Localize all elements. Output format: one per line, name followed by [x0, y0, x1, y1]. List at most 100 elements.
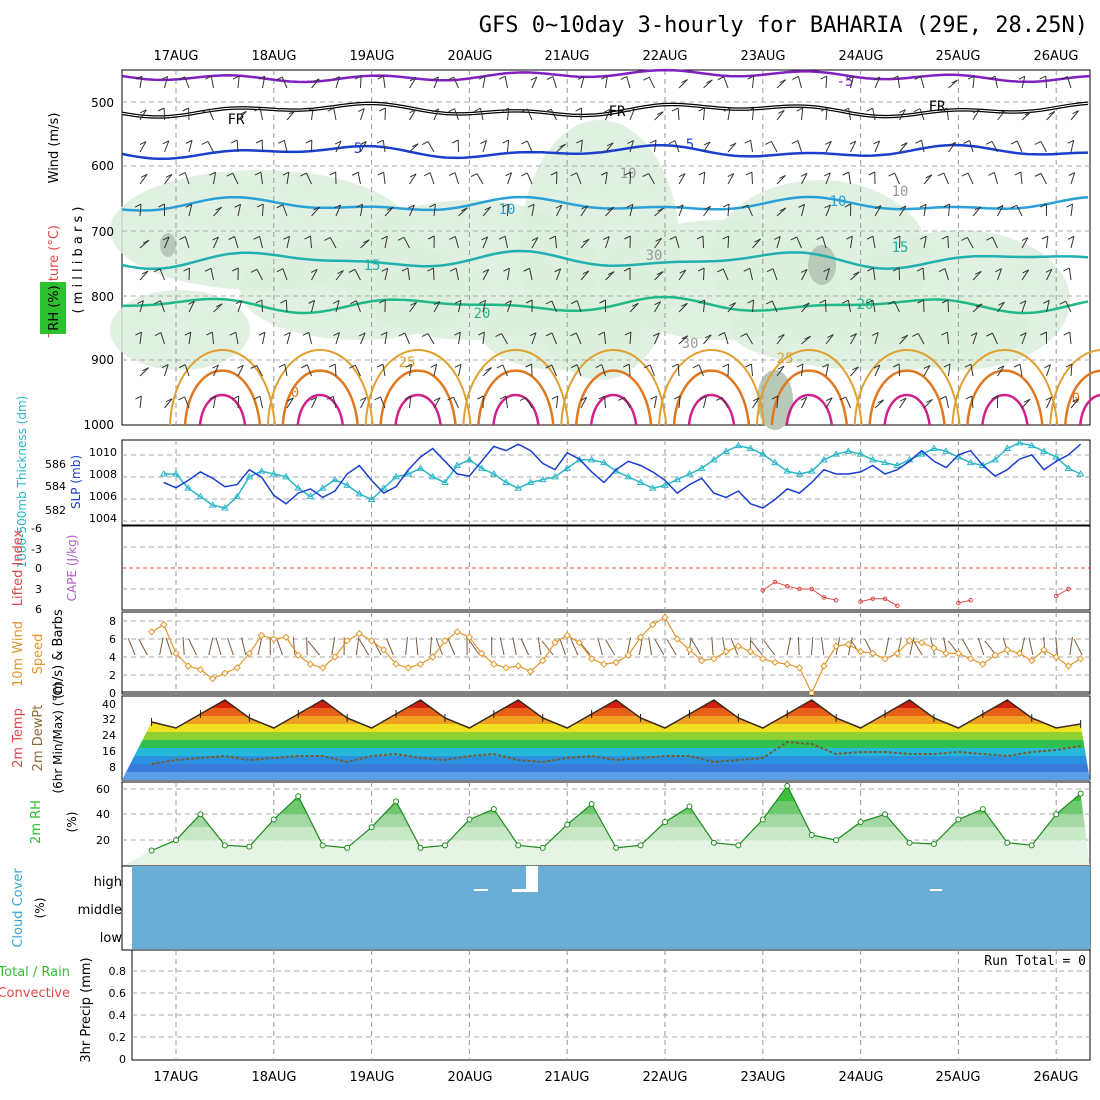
wind-barb-flag [595, 364, 602, 369]
wind-barb-flag [499, 395, 507, 400]
wind-barb-flag [1013, 363, 1021, 368]
wind-barb [899, 334, 909, 345]
wind-speed-point [991, 651, 999, 659]
wind-barb [380, 396, 386, 409]
wind-barb-flag [917, 299, 924, 304]
wind-barb [504, 236, 508, 249]
wind-speed-point [551, 638, 559, 647]
temperature-band [122, 708, 1090, 716]
wind-barb-flag [803, 302, 810, 307]
thickness-point [930, 444, 938, 451]
precip-panel: Run Total = 0 0.8 0.6 0.4 0.2 0 Total / … [0, 949, 1091, 1066]
wind-barb [262, 203, 264, 217]
wind-barb [628, 363, 631, 377]
wind-barb-flag [852, 366, 859, 371]
surface-wind-barb [1073, 638, 1083, 656]
wind-barb [311, 300, 315, 313]
wind-barb-flag [250, 268, 258, 273]
wind-barb [776, 334, 785, 345]
wind-barb-flag [941, 235, 948, 240]
wind-barb [404, 332, 410, 345]
wind-barb-flag [623, 267, 631, 272]
contour-label: 0 [291, 385, 299, 401]
wind-barb-flag [433, 397, 441, 402]
wind-barb [433, 364, 438, 377]
wind-speed-point [184, 662, 192, 670]
wind-barb [722, 268, 729, 281]
wind-barb-flag [302, 331, 310, 336]
wind-barb-flag [1061, 76, 1068, 81]
cloud-gap [474, 889, 488, 891]
wind-barb [1065, 300, 1072, 313]
wind-barb-flag [448, 172, 456, 176]
wind-barb-flag [642, 173, 649, 177]
surface-wind-barb [912, 639, 923, 656]
wind-barb [139, 76, 143, 89]
thickness-axis-label: 1000-500mb Thickness (dm) [15, 396, 29, 569]
wind-barb-flag [570, 172, 577, 177]
wind-barb [453, 76, 459, 89]
wind-speed-point [881, 655, 889, 663]
contour-25-loop [462, 349, 570, 426]
surface-wind-barb [884, 637, 890, 656]
wind-barb-flag [673, 395, 681, 400]
wind-barb-flag [717, 268, 724, 273]
contour-label: FR [609, 104, 626, 120]
wind-barb [874, 140, 881, 153]
wind-barb-flag [824, 204, 831, 209]
surface-wind-barb [537, 637, 542, 656]
wind-label-b: Speed [31, 634, 46, 675]
wind-barb-flag [668, 140, 676, 145]
wind-barb-flag [913, 108, 921, 113]
rh-point [1053, 811, 1060, 818]
wind-barb [727, 235, 730, 249]
wind-barb [580, 238, 590, 249]
wind-barb [409, 396, 412, 409]
wind-barb [921, 140, 925, 153]
wind-barb-flag [681, 302, 688, 307]
date-label-bottom: 25AUG [935, 1070, 980, 1085]
wind-barb [139, 300, 144, 313]
wind-barb-flag [1072, 398, 1079, 403]
wind-speed-point [832, 642, 840, 650]
wind-barb-flag [240, 110, 247, 115]
wind-barb-flag [916, 267, 924, 272]
wind-barb-flag [1067, 139, 1074, 144]
contour-label: FR [929, 99, 946, 115]
wind-barb [654, 271, 664, 281]
surface-wind-barb [763, 640, 776, 656]
wind-barb [1021, 237, 1029, 249]
wind-barb-flag [599, 299, 606, 304]
wind-barb [776, 175, 786, 185]
contour-35-loop [883, 393, 931, 426]
rh-point [833, 837, 840, 844]
wind-barb-flag [773, 235, 781, 240]
wind-barb-flag [873, 364, 881, 369]
rh-point [613, 844, 620, 851]
wind-barb [433, 397, 441, 409]
wind-barb [286, 236, 291, 249]
surface-wind-barb [1055, 637, 1058, 656]
rh-series [148, 782, 1084, 854]
wind-barb-flag [941, 299, 949, 304]
lifted-index-point [772, 579, 778, 585]
dewpoint-line [151, 740, 1081, 765]
wind-speed-point [966, 655, 975, 663]
contour-label: 30 [682, 336, 699, 352]
wind-barb-flag [868, 171, 875, 176]
wind-barb-flag [654, 301, 661, 306]
wind-barb-flag [204, 267, 212, 272]
wind-speed-point [673, 635, 681, 643]
wind-barb-flag [519, 397, 527, 402]
wind-barb-flag [790, 236, 797, 241]
wind-barb [407, 268, 410, 281]
wind-speed-point [318, 664, 327, 672]
wind-barb [580, 397, 588, 409]
contour-15 [121, 249, 1089, 271]
wind-barb [623, 397, 631, 409]
wind-barb-flag [779, 79, 786, 84]
wind-barb-flag [527, 203, 535, 208]
wind-barb [433, 204, 436, 217]
wind-barb-flag [570, 332, 577, 337]
wind-barb-flag [205, 75, 212, 80]
